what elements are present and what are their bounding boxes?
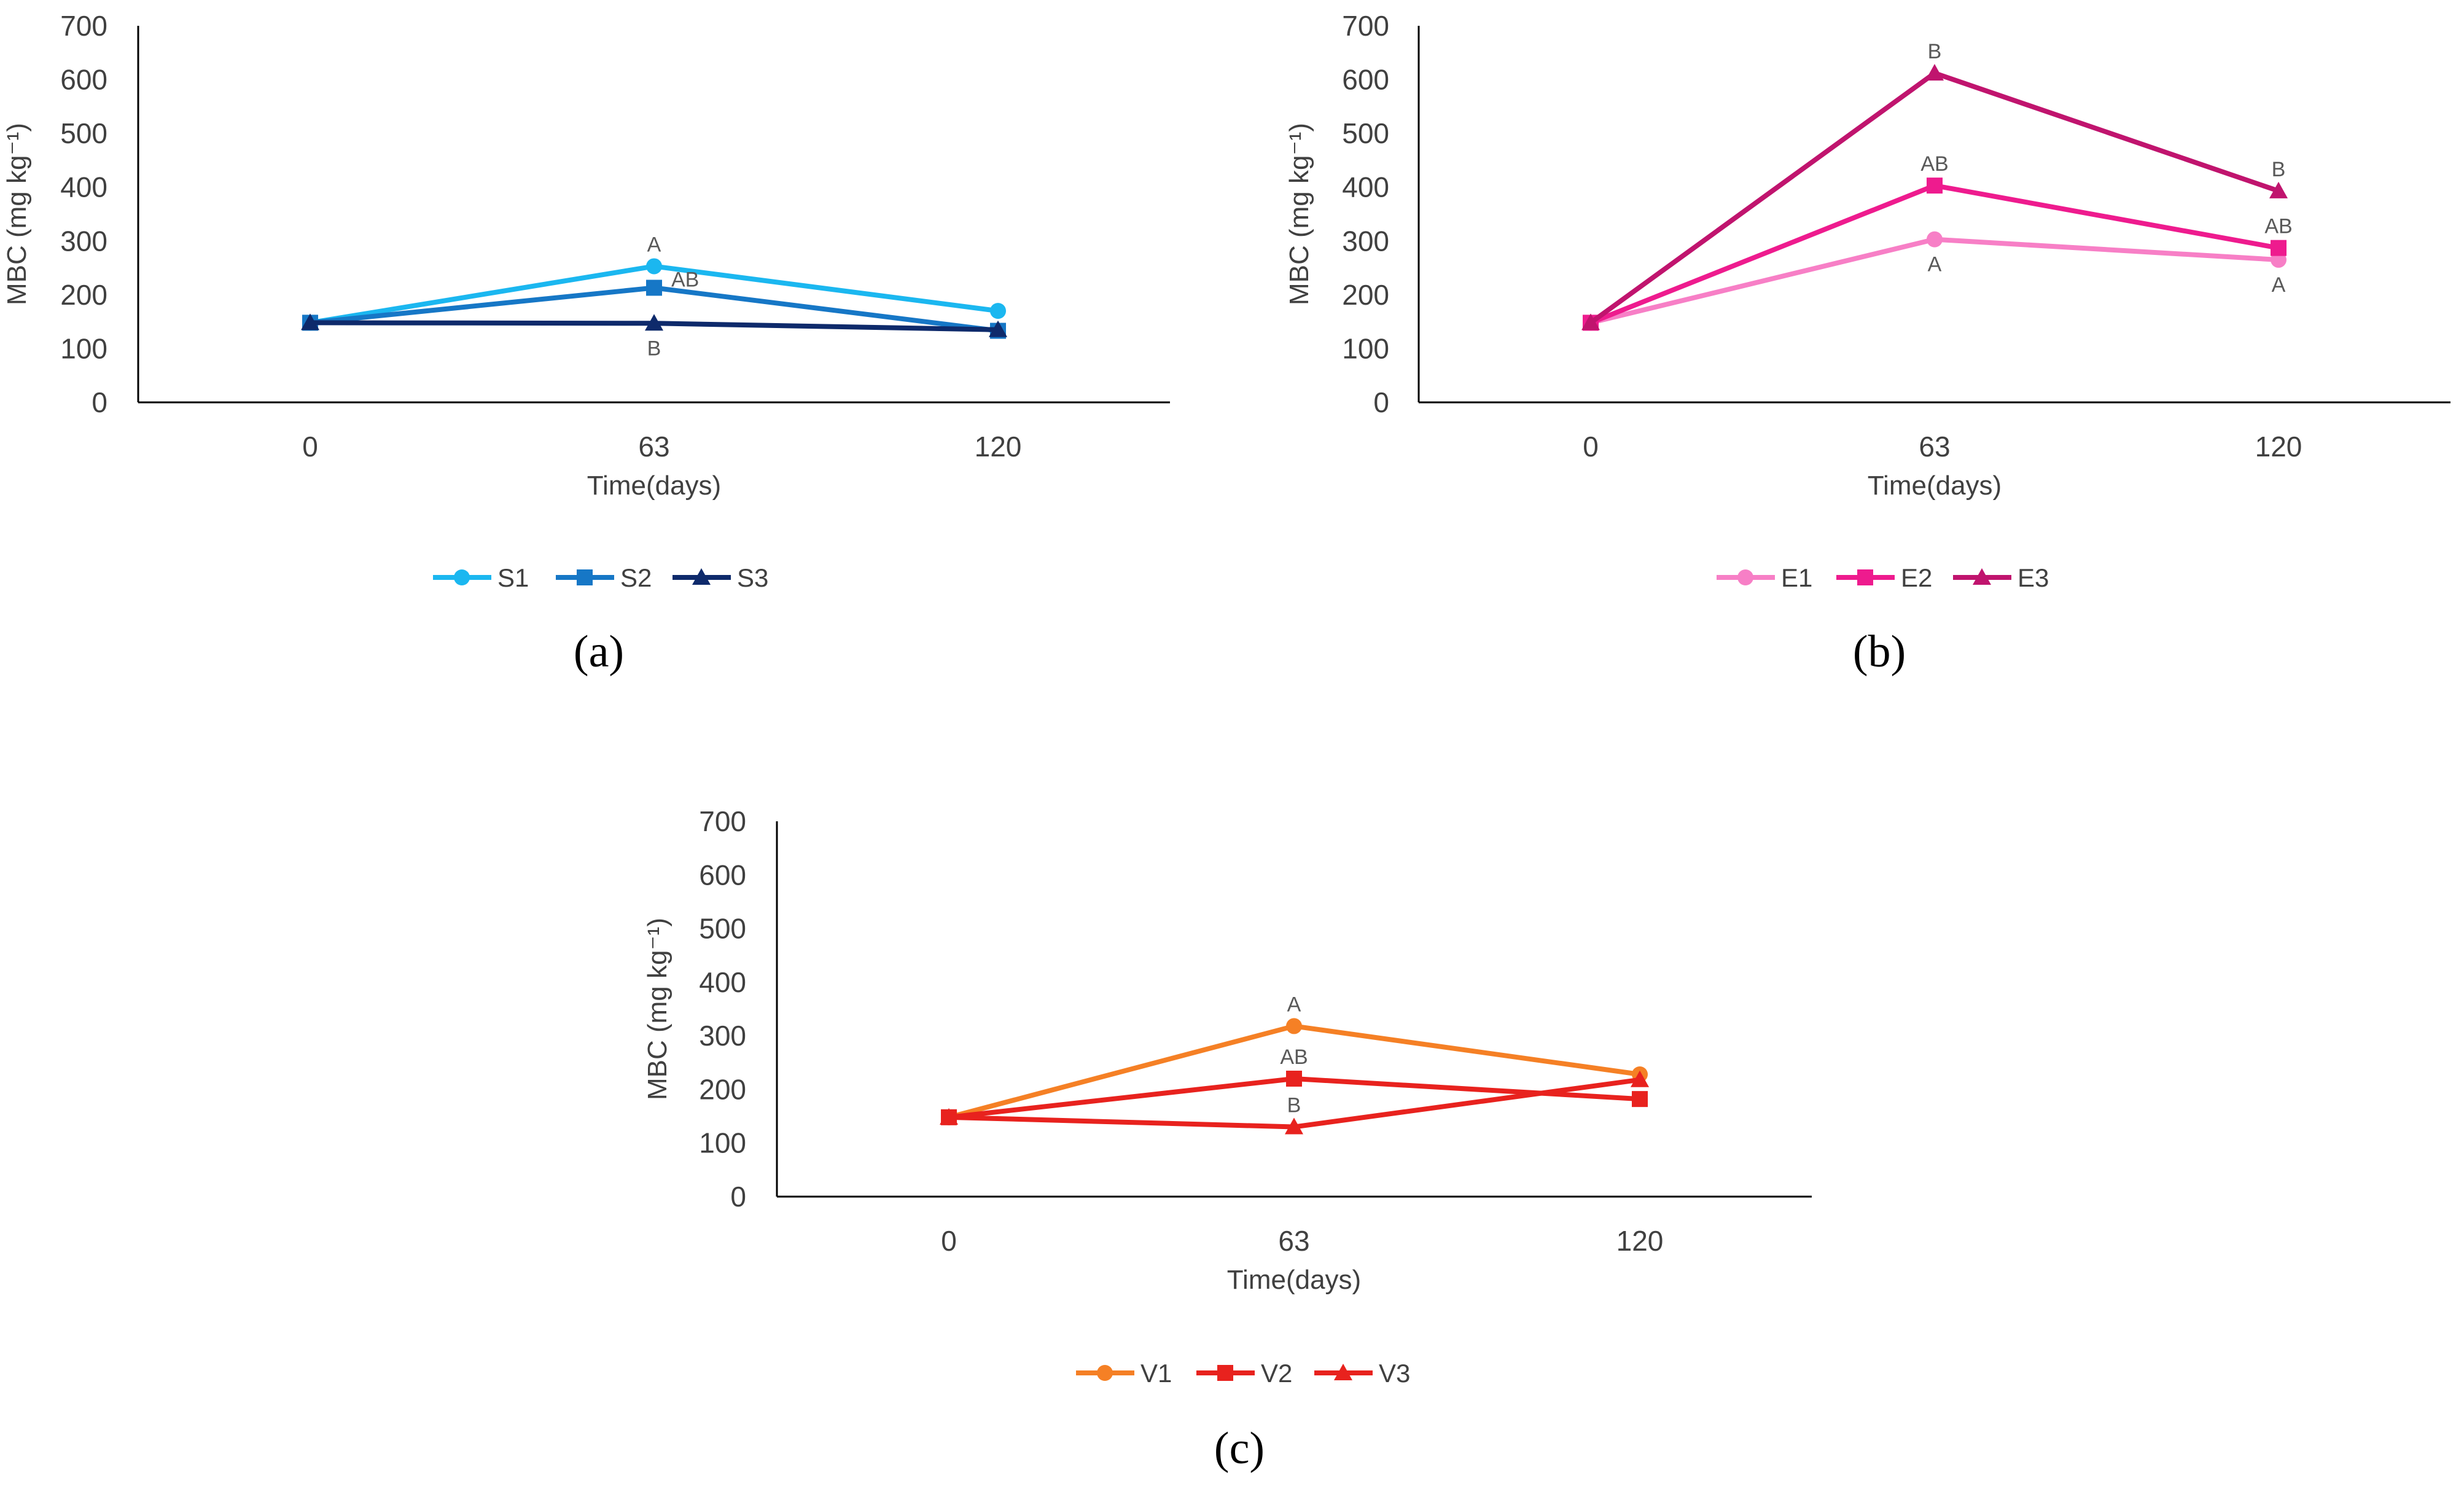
data-point-V2 <box>1632 1091 1648 1108</box>
data-point-S3 <box>989 320 1007 337</box>
x-tick-label: 0 <box>1583 431 1599 463</box>
x-axis-title: Time(days) <box>1868 471 2002 501</box>
legend-label: E2 <box>1901 563 1932 592</box>
significance-label: AB <box>1920 152 1948 176</box>
data-point-E1 <box>1927 231 1943 248</box>
data-point-V3 <box>940 1108 958 1125</box>
data-point-E3 <box>1925 64 1944 81</box>
legend-marker-V1 <box>1097 1365 1113 1381</box>
legend-label: V1 <box>1140 1359 1172 1388</box>
legend-label: V3 <box>1379 1359 1410 1388</box>
y-axis-title: MBC (mg kg⁻¹) <box>1284 123 1314 305</box>
data-point-E3 <box>2269 181 2288 198</box>
significance-label: B <box>647 337 661 360</box>
significance-label: B <box>1928 40 1942 63</box>
y-tick-label: 500 <box>1342 117 1389 149</box>
y-tick-label: 200 <box>699 1073 746 1105</box>
significance-label: B <box>1287 1094 1301 1117</box>
x-tick-label: 63 <box>1919 431 1950 463</box>
x-tick-label: 120 <box>1616 1225 1664 1257</box>
legend-marker-E2 <box>1857 569 1873 585</box>
significance-label: A <box>1287 993 1301 1016</box>
data-point-V1 <box>1286 1018 1302 1034</box>
y-tick-label: 500 <box>699 913 746 945</box>
significance-label: AB <box>2264 215 2292 238</box>
significance-label: A <box>1928 253 1942 276</box>
y-tick-label: 0 <box>1373 386 1389 418</box>
significance-label: A <box>647 233 661 256</box>
y-tick-label: 200 <box>60 279 107 311</box>
y-tick-label: 600 <box>699 859 746 891</box>
legend-label: S2 <box>620 563 652 592</box>
legend: E1 E2 E3 <box>1717 563 2049 592</box>
significance-label: AB <box>671 268 699 291</box>
legend-marker-E1 <box>1737 569 1753 585</box>
x-tick-label: 120 <box>2255 431 2302 463</box>
legend-label: E1 <box>1781 563 1812 592</box>
data-point-V2 <box>1286 1070 1302 1087</box>
data-point-E3 <box>1581 313 1600 330</box>
chart-panel-b: 0 100 200 300 400 500 600 700 0 63 120 Time(days) MB… <box>1284 10 2450 677</box>
data-point-V3 <box>1631 1070 1649 1087</box>
x-tick-label: 0 <box>941 1225 957 1257</box>
y-tick-label: 500 <box>60 117 107 149</box>
y-tick-label: 200 <box>1342 279 1389 311</box>
y-tick-label: 600 <box>60 64 107 96</box>
significance-label: A <box>2272 273 2286 297</box>
y-tick-label: 300 <box>1342 225 1389 257</box>
data-point-E2 <box>2271 240 2287 256</box>
chart-panel-c: 0 100 200 300 400 500 600 700 0 63 120 Time(days) MB… <box>642 805 1812 1474</box>
legend-marker-E3 <box>1973 568 1991 585</box>
y-tick-label: 100 <box>699 1127 746 1159</box>
data-point-S3 <box>301 313 319 330</box>
data-point-S2 <box>646 279 662 296</box>
x-tick-label: 63 <box>1278 1225 1309 1257</box>
y-tick-label: 300 <box>60 225 107 257</box>
y-tick-label: 400 <box>699 966 746 998</box>
data-point-S1 <box>646 258 662 275</box>
x-tick-label: 120 <box>975 431 1022 463</box>
x-axis-title: Time(days) <box>587 471 721 501</box>
legend-marker-V2 <box>1217 1365 1233 1381</box>
x-tick-label: 0 <box>302 431 318 463</box>
chart-panel-a: 0 100 200 300 400 500 600 700 0 63 120 Time(days) MB… <box>2 10 1170 677</box>
data-point-S3 <box>645 314 663 331</box>
y-tick-label: 700 <box>60 10 107 42</box>
y-tick-label: 600 <box>1342 64 1389 96</box>
legend-marker-S3 <box>692 568 711 585</box>
legend-marker-S2 <box>577 569 593 585</box>
y-tick-label: 300 <box>699 1020 746 1052</box>
significance-label: AB <box>1280 1046 1308 1069</box>
y-tick-label: 100 <box>1342 332 1389 364</box>
panel-label: (b) <box>1853 627 1906 677</box>
y-tick-label: 400 <box>1342 171 1389 203</box>
data-point-V3 <box>1285 1117 1303 1135</box>
data-point-E2 <box>1927 178 1943 194</box>
y-tick-label: 700 <box>1342 10 1389 42</box>
data-point-S1 <box>990 303 1006 319</box>
y-tick-label: 400 <box>60 171 107 203</box>
x-axis-title: Time(days) <box>1227 1265 1361 1295</box>
legend-label: E3 <box>2018 563 2049 592</box>
legend-label: S1 <box>497 563 529 592</box>
y-axis-title: MBC (mg kg⁻¹) <box>642 918 673 1100</box>
legend-label: S3 <box>737 563 768 592</box>
y-tick-label: 100 <box>60 332 107 364</box>
y-tick-label: 0 <box>730 1181 746 1213</box>
y-axis-title: MBC (mg kg⁻¹) <box>2 123 32 305</box>
legend-marker-V3 <box>1334 1364 1352 1380</box>
significance-label: B <box>2272 158 2286 181</box>
panel-label: (a) <box>574 627 624 677</box>
series-line-E3 <box>1588 71 2281 326</box>
x-tick-label: 63 <box>638 431 669 463</box>
legend-marker-S1 <box>454 569 470 585</box>
panel-label: (c) <box>1214 1423 1265 1474</box>
legend: S1 S2 S3 <box>433 563 768 592</box>
y-tick-label: 700 <box>699 805 746 837</box>
legend-label: V2 <box>1261 1359 1292 1388</box>
legend: V1 V2 V3 <box>1076 1359 1410 1388</box>
y-tick-label: 0 <box>92 386 107 418</box>
